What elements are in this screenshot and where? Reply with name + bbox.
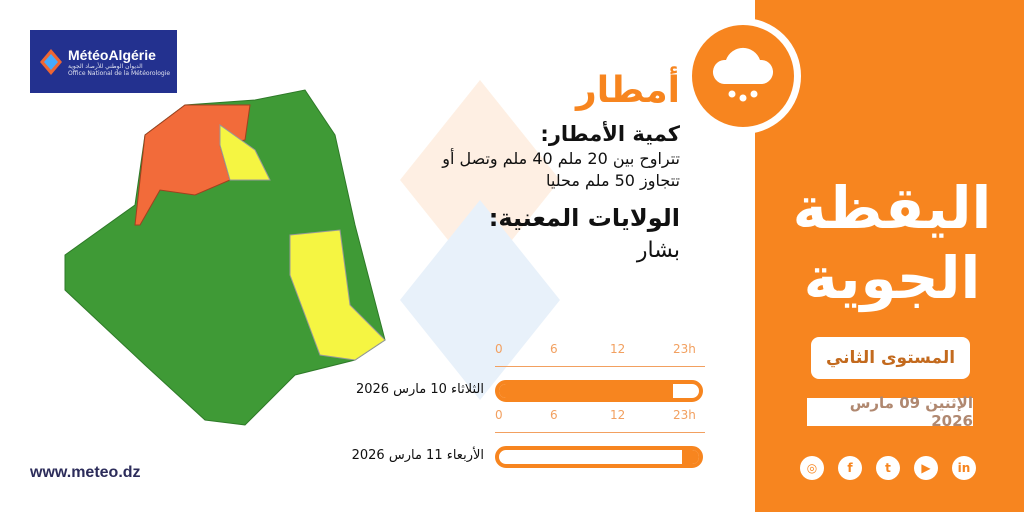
tick-label: 12 bbox=[610, 408, 626, 422]
amount-line2: تتجاوز 50 ملم محليا bbox=[546, 171, 680, 190]
tick-label: 0 bbox=[495, 408, 503, 422]
tick-label: 6 bbox=[550, 342, 558, 356]
alert-level-badge: المستوى الثاني bbox=[811, 337, 970, 379]
instagram-icon[interactable]: ◎ bbox=[800, 456, 824, 480]
hazard-title: أمطار bbox=[576, 70, 680, 111]
issue-date: الإثنين 09 مارس 2026 bbox=[807, 394, 973, 430]
youtube-icon[interactable]: ▶ bbox=[914, 456, 938, 480]
linkedin-icon[interactable]: in bbox=[952, 456, 976, 480]
twitter-icon[interactable]: t bbox=[876, 456, 900, 480]
social-links: ◎ f t ▶ in bbox=[800, 456, 976, 480]
meteo-algerie-logo: MétéoAlgérie الديوان الوطني للأرصاد الجو… bbox=[30, 30, 177, 93]
day-label: الأربعاء 11 مارس 2026 bbox=[351, 448, 484, 463]
tick-label: 23h bbox=[673, 342, 696, 356]
timeline-axis: 0 6 12 23h bbox=[495, 408, 705, 440]
website-link[interactable]: www.meteo.dz bbox=[30, 464, 141, 481]
timeline-axis: 0 6 12 23h bbox=[495, 342, 705, 374]
time-bar bbox=[495, 380, 703, 402]
regions-heading: الولايات المعنية: bbox=[488, 204, 680, 232]
logo-emblem-icon bbox=[40, 48, 62, 75]
tick-label: 12 bbox=[610, 342, 626, 356]
regions-list: بشار bbox=[636, 238, 680, 263]
tick-label: 6 bbox=[550, 408, 558, 422]
algeria-alert-map bbox=[64, 89, 386, 426]
bulletin-title-line1: اليقظة bbox=[792, 174, 992, 242]
amount-heading: كمية الأمطار: bbox=[540, 122, 680, 146]
tick-label: 0 bbox=[495, 342, 503, 356]
active-period bbox=[681, 450, 699, 464]
bulletin-title-line2: الجوية bbox=[803, 244, 981, 312]
facebook-icon[interactable]: f bbox=[838, 456, 862, 480]
amount-line1: تتراوح بين 20 ملم 40 ملم وتصل أو bbox=[442, 149, 680, 168]
time-bar bbox=[495, 446, 703, 468]
hazard-icon-badge bbox=[685, 18, 801, 134]
tick-label: 23h bbox=[673, 408, 696, 422]
day-label: الثلاثاء 10 مارس 2026 bbox=[355, 382, 484, 397]
rain-cloud-icon bbox=[712, 47, 774, 102]
watermark-graphic bbox=[400, 80, 560, 400]
active-period bbox=[499, 384, 673, 398]
